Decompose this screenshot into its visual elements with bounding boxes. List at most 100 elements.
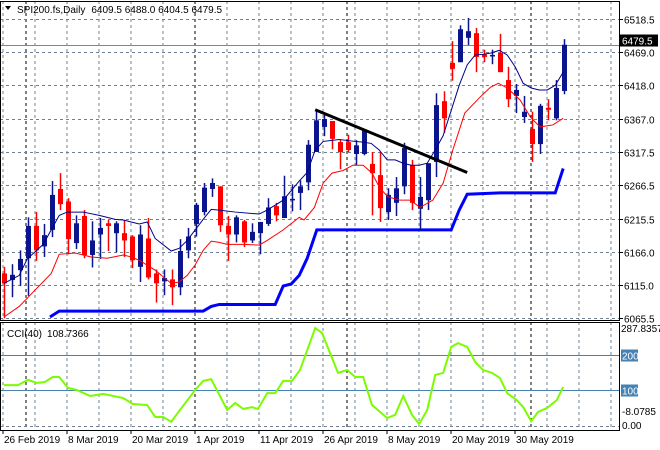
candle-body — [138, 234, 143, 267]
candle — [242, 219, 247, 248]
candle-body — [74, 223, 79, 244]
fast-moving-average-line — [3, 49, 564, 284]
candle — [66, 198, 71, 255]
candle-body — [546, 107, 551, 110]
candle-body — [10, 274, 15, 281]
candle — [346, 134, 351, 152]
candle — [98, 218, 103, 259]
candle-body — [346, 142, 351, 151]
candle — [498, 33, 503, 73]
candle-body — [314, 120, 319, 152]
candle-body — [210, 183, 215, 189]
candle-body — [442, 101, 447, 119]
channel-lower-line — [49, 168, 565, 319]
candle — [530, 111, 535, 162]
candle-body — [26, 225, 31, 259]
candle-body — [194, 204, 199, 224]
cci-level-tag — [621, 349, 638, 362]
candle — [538, 103, 543, 154]
price-pane-frame — [0, 1, 620, 321]
candle-body — [370, 163, 375, 174]
candle-body — [482, 54, 487, 57]
candle — [394, 177, 399, 217]
y-tick-label: 6166.0 — [624, 249, 655, 260]
cci-level-label: 200 — [622, 352, 639, 363]
candle — [322, 114, 327, 137]
candle-body — [330, 120, 335, 139]
candle — [82, 210, 87, 259]
candle-body — [394, 188, 399, 203]
x-tick-label: 20 Mar 2019 — [132, 435, 189, 446]
candle — [106, 219, 111, 252]
candle-body — [98, 227, 103, 235]
candle — [298, 180, 303, 211]
y-tick-label: 6518.5 — [624, 16, 655, 27]
candle-body — [226, 225, 231, 235]
candle-body — [338, 142, 343, 152]
candle-body — [562, 44, 567, 91]
candle — [122, 219, 127, 257]
candle-body — [42, 235, 47, 247]
candle-body — [290, 198, 295, 201]
candle — [114, 221, 119, 253]
cci-level-tag — [621, 384, 638, 397]
x-tick-label: 20 May 2019 — [452, 435, 510, 446]
candle-body — [282, 196, 287, 219]
candle-body — [530, 128, 535, 145]
cci-line — [4, 326, 565, 426]
candle — [266, 198, 271, 226]
candle — [186, 227, 191, 259]
x-tick-label: 11 Apr 2019 — [260, 435, 314, 446]
candle-body — [458, 29, 463, 63]
candle-body — [82, 216, 87, 255]
candle-body — [434, 105, 439, 162]
grid-lines — [0, 1, 619, 430]
candle-body — [554, 87, 559, 119]
candle — [18, 250, 23, 286]
cci-pane-frame — [0, 322, 620, 431]
cci-label: CCI(40) — [7, 329, 42, 340]
trendline — [314, 108, 468, 174]
candle-body — [538, 105, 543, 145]
dropdown-triangle-icon[interactable] — [5, 6, 11, 10]
candle — [482, 49, 487, 63]
candle — [458, 25, 463, 63]
candle-body — [418, 196, 423, 209]
candle-body — [498, 52, 503, 73]
candle-body — [250, 231, 255, 241]
candle — [162, 269, 167, 296]
x-tick-label: 1 Apr 2019 — [196, 435, 245, 446]
candle — [274, 202, 279, 222]
candle — [466, 18, 471, 46]
y-tick-label: 6317.5 — [624, 149, 655, 160]
candle — [546, 99, 551, 121]
candle-body — [202, 187, 207, 213]
candle — [10, 264, 15, 298]
candle-body — [58, 188, 63, 205]
candle — [178, 239, 183, 296]
candle-body — [306, 144, 311, 183]
y-tick-label: 6065.5 — [624, 315, 655, 326]
candle-body — [274, 206, 279, 216]
candle — [450, 41, 455, 81]
candle-body — [34, 225, 39, 251]
candle — [378, 151, 383, 222]
candle-body — [114, 223, 119, 234]
candle — [386, 188, 391, 220]
candle — [218, 186, 223, 232]
candle-body — [242, 221, 247, 243]
symbol-label: SPI200.fs,Daily — [17, 5, 85, 16]
candle — [330, 120, 335, 150]
candle-body — [162, 278, 167, 282]
candle-body — [450, 62, 455, 69]
candle-body — [218, 186, 223, 226]
cci-value: 108.7366 — [47, 329, 89, 340]
candle — [562, 39, 567, 95]
candle-body — [522, 111, 527, 118]
y-tick-label: 6418.0 — [624, 82, 655, 93]
candle — [522, 95, 527, 123]
candle — [402, 142, 407, 195]
candle — [306, 140, 311, 191]
